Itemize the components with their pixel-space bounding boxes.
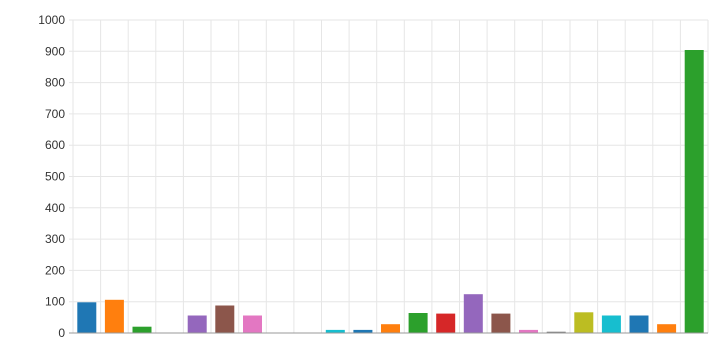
y-tick-label: 0 xyxy=(58,326,65,337)
bar xyxy=(408,313,428,333)
y-tick-label: 500 xyxy=(45,170,65,184)
bars xyxy=(77,50,704,333)
bar xyxy=(104,299,124,333)
y-tick-label: 1000 xyxy=(38,13,65,27)
bar xyxy=(491,313,511,333)
y-tick-label: 300 xyxy=(45,232,65,246)
y-tick-label: 200 xyxy=(45,263,65,277)
bar xyxy=(381,324,400,333)
y-tick-label: 700 xyxy=(45,107,65,121)
bar xyxy=(77,302,97,333)
y-tick-label: 400 xyxy=(45,201,65,215)
bar xyxy=(574,312,594,333)
bar xyxy=(353,329,373,333)
bar xyxy=(132,326,152,333)
bar xyxy=(436,313,456,333)
bar xyxy=(325,329,345,333)
bar xyxy=(546,331,566,333)
y-tick-label: 600 xyxy=(45,138,65,152)
bar xyxy=(187,315,207,333)
bar xyxy=(463,294,483,333)
bar xyxy=(243,315,262,333)
bar xyxy=(215,305,235,333)
y-axis-tick-labels: 0 100 200 300 400 500 600 700 800 900 1000 xyxy=(38,13,65,337)
y-tick-label: 800 xyxy=(45,76,65,90)
bar xyxy=(657,324,677,333)
horizontal-grid-lines xyxy=(69,19,708,334)
y-tick-label: 900 xyxy=(45,44,65,58)
bar xyxy=(629,315,649,333)
y-tick-label: 100 xyxy=(45,295,65,309)
bar xyxy=(519,329,538,333)
bar xyxy=(684,50,704,333)
bar xyxy=(601,315,621,333)
